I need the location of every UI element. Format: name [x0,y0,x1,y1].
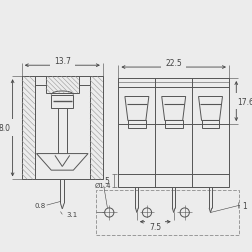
Text: 7.5: 7.5 [149,222,161,231]
Bar [89,77,102,180]
Text: 22.5: 22.5 [165,59,181,68]
Bar [22,77,35,180]
Bar [118,79,228,187]
Text: 8.0: 8.0 [0,124,10,133]
Polygon shape [161,97,185,121]
Text: 13.7: 13.7 [54,57,71,66]
Bar [164,121,182,128]
Bar [57,108,67,154]
Text: 1: 1 [241,201,246,210]
Bar [35,77,89,180]
Bar [128,121,145,128]
Bar [96,191,238,235]
Text: 3.1: 3.1 [66,211,77,217]
Bar [51,95,73,108]
Polygon shape [36,154,88,170]
Polygon shape [124,97,148,121]
Bar [46,77,79,93]
Text: 5: 5 [104,176,109,185]
Text: 17.6: 17.6 [236,97,252,106]
Polygon shape [198,97,222,121]
Text: Ø1.4: Ø1.4 [94,182,111,188]
Bar [201,121,219,128]
Text: 0.8: 0.8 [34,202,46,208]
